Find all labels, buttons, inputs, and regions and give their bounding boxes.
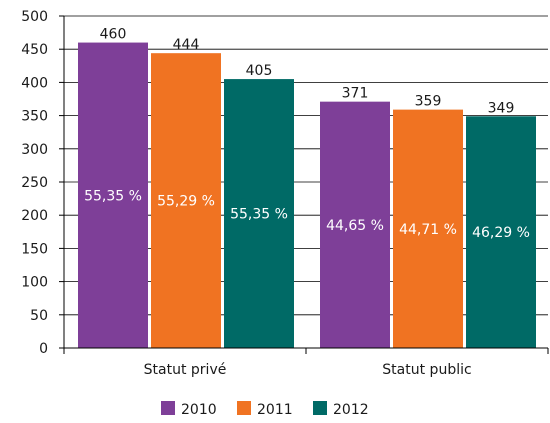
y-tick-label: 250 xyxy=(21,175,48,191)
bar-value-label: 359 xyxy=(415,94,442,110)
bar-value-label: 444 xyxy=(173,37,200,53)
bar-value-label: 349 xyxy=(488,100,515,116)
legend-swatch xyxy=(237,401,251,415)
bar-percent-label: 46,29 % xyxy=(472,225,530,241)
bar-percent-label: 55,35 % xyxy=(84,188,142,204)
bars: 460 55,35 % 444 55,29 % 405 55,35 % 371 44,65 %… xyxy=(78,27,536,349)
legend-label: 2011 xyxy=(257,402,293,418)
bar-percent-label: 44,71 % xyxy=(399,222,457,238)
y-tick-label: 400 xyxy=(21,75,48,91)
legend-label: 2010 xyxy=(181,402,217,418)
bar xyxy=(320,101,390,348)
bar xyxy=(393,109,463,349)
y-tick-label: 450 xyxy=(21,42,48,58)
bar xyxy=(151,53,221,349)
bar xyxy=(224,79,294,348)
y-tick-label: 150 xyxy=(21,241,48,257)
y-tick-label: 350 xyxy=(21,109,48,125)
legend-swatch xyxy=(161,401,175,415)
bar-percent-label: 55,29 % xyxy=(157,194,215,210)
bar-value-label: 460 xyxy=(100,27,127,43)
legend-label: 2012 xyxy=(333,402,369,418)
bar-percent-label: 55,35 % xyxy=(230,207,288,223)
legend-swatch xyxy=(313,401,327,415)
bar xyxy=(78,42,148,349)
bar-value-label: 405 xyxy=(246,63,273,79)
axes: 0 50 100 150 200 250 300 350 400 450 500 Statut pri… xyxy=(21,9,549,378)
x-category-label: Statut privé xyxy=(144,362,227,378)
y-tick-label: 300 xyxy=(21,142,48,158)
y-tick-label: 0 xyxy=(39,341,48,357)
y-tick-label: 100 xyxy=(21,275,48,291)
y-tick-label: 500 xyxy=(21,9,48,25)
bar-percent-label: 44,65 % xyxy=(326,218,384,234)
y-tick-label: 200 xyxy=(21,208,48,224)
x-category-label: Statut public xyxy=(382,362,471,378)
legend: 2010 2011 2012 xyxy=(161,401,369,418)
bar-value-label: 371 xyxy=(342,86,369,102)
bar xyxy=(466,116,536,348)
y-tick-label: 50 xyxy=(30,308,48,324)
